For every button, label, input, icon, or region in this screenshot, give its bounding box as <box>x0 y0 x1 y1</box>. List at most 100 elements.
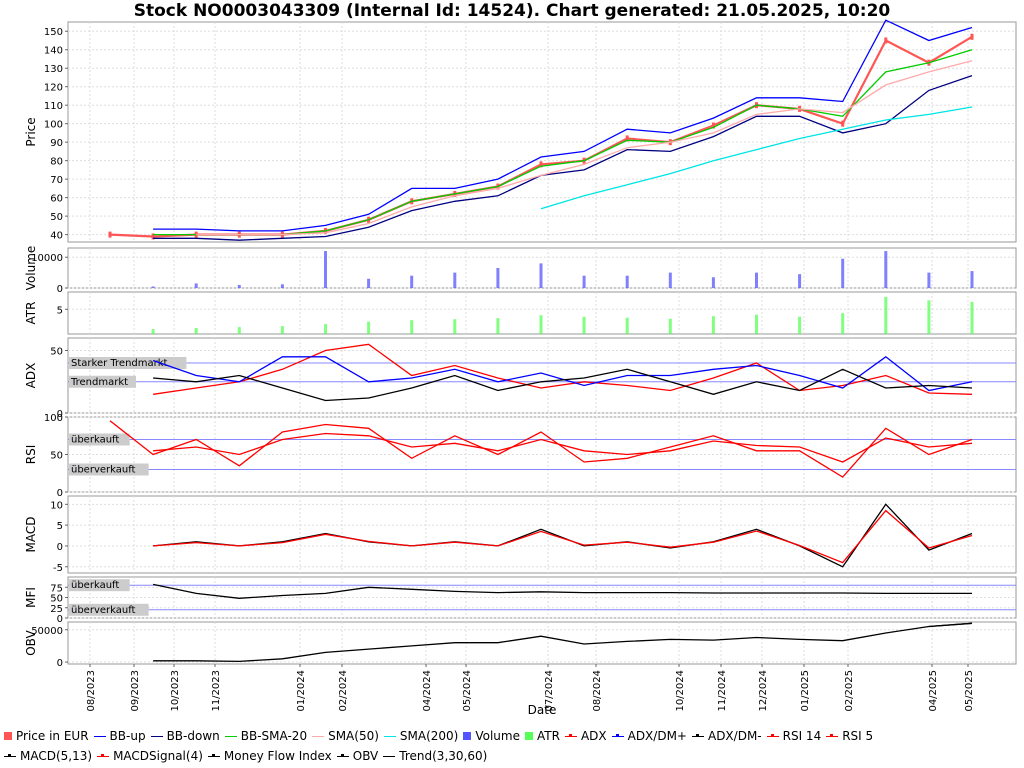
legend-row: MACD(5,13) MACDSignal(4) Money Flow Index O… <box>0 746 1024 766</box>
legend-label: Money Flow Index <box>223 749 332 763</box>
y-tick-label: 0 <box>57 658 63 669</box>
series-line <box>153 509 973 564</box>
legend-item: MACDSignal(4) <box>97 749 203 763</box>
atr-bar <box>496 318 500 334</box>
x-tick-label: 11/2023 <box>211 670 222 712</box>
y-tick-label: 130 <box>44 64 63 75</box>
volume-bar <box>711 277 715 288</box>
legend-item: ADX <box>564 729 607 743</box>
legend-label: BB-SMA-20 <box>240 729 308 743</box>
y-tick-label: 50 <box>50 594 63 605</box>
price-candle <box>841 120 845 127</box>
y-tick-label: 40 <box>50 231 63 242</box>
panel-macd: -5 0 5 10 MACD <box>24 495 1017 574</box>
x-tick-label: 08/2023 <box>86 670 97 712</box>
legend-label: OBV <box>352 749 379 763</box>
legend-swatch <box>4 753 16 757</box>
x-tick-label: 01/2024 <box>296 670 307 712</box>
y-tick-label: 0 <box>57 614 63 625</box>
atr-bar <box>798 316 802 334</box>
volume-bar <box>410 275 414 288</box>
price-candle <box>108 231 112 238</box>
volume-bar <box>194 283 198 288</box>
x-tick-label: 08/2024 <box>592 670 603 712</box>
legend-row: Price in EUR BB-up BB-down BB-SMA-20 SMA(50)… <box>0 726 1024 746</box>
plot-area <box>67 21 1017 243</box>
x-tick-label: 12/2024 <box>758 670 769 712</box>
atr-bar <box>539 315 543 334</box>
atr-bar <box>582 316 586 334</box>
y-axis-label: Volume <box>24 246 38 291</box>
reference-label-bg <box>69 463 149 476</box>
series-line <box>153 19 973 232</box>
panel-adx: 0 50 ADX Starker Trendmarkt Trendmarkt <box>24 337 1017 420</box>
y-tick-label: 50 <box>50 212 63 223</box>
panel-rsi: 0 50 100 RSI überkauft überverkauft <box>24 413 1017 499</box>
atr-bar <box>324 324 327 334</box>
price-candle <box>625 135 629 142</box>
price-candle <box>711 122 715 129</box>
y-axis-label: OBV <box>24 629 38 655</box>
atr-bar <box>711 316 715 334</box>
y-tick-label: 90 <box>50 138 63 149</box>
y-tick-label: 50 <box>50 451 63 462</box>
y-axis-label: MACD <box>24 517 38 553</box>
legend-label: MACD(5,13) <box>20 749 93 763</box>
legend-label: SMA(200) <box>399 729 459 743</box>
legend-item: RSI 14 <box>766 729 821 743</box>
volume-bar <box>970 271 974 288</box>
legend-swatch <box>224 735 237 737</box>
legend-label: ADX/DM+ <box>627 729 687 743</box>
legend-label: ADX/DM- <box>707 729 762 743</box>
chart-title: Stock NO0003043309 (Internal Id: 14524).… <box>133 1 891 21</box>
y-axis-label: MFI <box>24 587 38 608</box>
series-line <box>109 420 973 478</box>
x-tick-label: 10/2024 <box>675 670 686 712</box>
legend-label: ATR <box>536 729 560 743</box>
atr-bar <box>970 301 974 334</box>
legend-item: Trend(3,30,60) <box>383 749 487 763</box>
x-tick-label: 07/2024 <box>544 670 555 712</box>
legend-item: OBV <box>336 749 379 763</box>
legend-item: SMA(50) <box>312 729 379 743</box>
legend-label: BB-down <box>166 729 220 743</box>
x-tick-label: 11/2024 <box>717 670 728 712</box>
y-tick-label: 50 <box>50 347 63 358</box>
volume-bar <box>927 272 931 288</box>
series-line <box>196 60 973 236</box>
atr-bar <box>367 321 371 334</box>
series-line <box>152 583 972 599</box>
legend-swatch <box>524 732 533 740</box>
volume-bar <box>496 268 500 288</box>
atr-bar <box>755 314 758 334</box>
y-tick-label: 0 <box>57 542 63 553</box>
y-tick-label: 75 <box>50 583 63 594</box>
legend-swatch <box>97 753 110 757</box>
legend-item: Money Flow Index <box>207 749 332 763</box>
legend-item: BB-down <box>150 729 220 743</box>
legend-item: ADX/DM+ <box>611 729 687 743</box>
y-tick-label: 50000 <box>31 626 63 637</box>
panel-price: 40 50 60 70 80 90 100 110 120 130 140 150 Price <box>24 19 1017 243</box>
legend-item: BB-SMA-20 <box>224 729 308 743</box>
series-line <box>153 622 973 663</box>
legend-swatch <box>93 735 106 737</box>
legend-label: BB-up <box>109 729 146 743</box>
legend-swatch <box>826 733 839 737</box>
legend-item: ADX/DM- <box>691 729 762 743</box>
price-candle <box>884 37 888 44</box>
y-tick-label: 0 <box>57 284 63 295</box>
volume-bar <box>324 251 327 288</box>
y-tick-label: 110 <box>44 101 63 112</box>
series-line <box>928 622 973 628</box>
legend-item: Price in EUR <box>4 729 89 743</box>
legend-swatch <box>691 733 704 737</box>
legend-item: SMA(200) <box>383 729 459 743</box>
y-tick-label: 70 <box>50 175 63 186</box>
price-candle <box>539 161 543 168</box>
reference-label: überverkauft <box>71 465 136 476</box>
atr-bar <box>884 296 888 334</box>
legend: Price in EUR BB-up BB-down BB-SMA-20 SMA(50)… <box>0 726 1024 768</box>
x-tick-label: 02/2025 <box>844 670 855 712</box>
